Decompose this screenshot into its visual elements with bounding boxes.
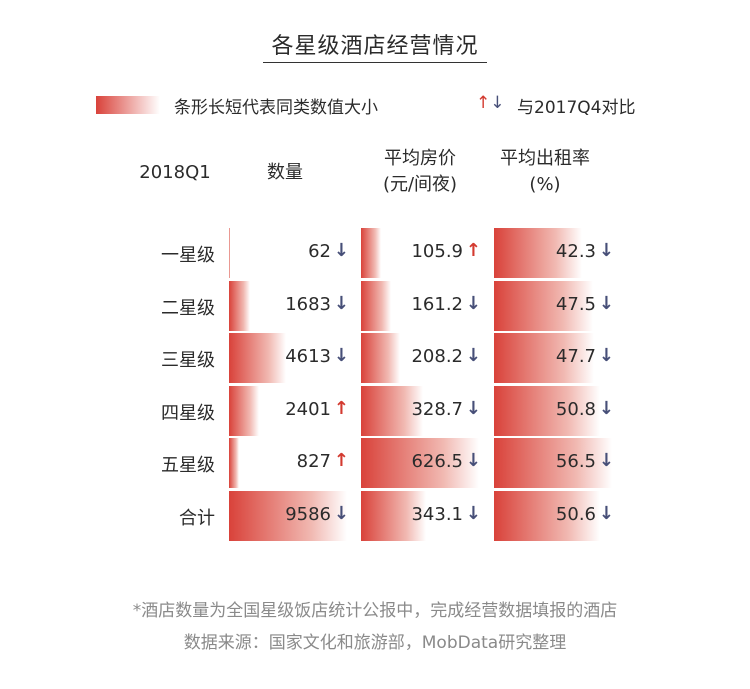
bar-price: [361, 228, 381, 278]
arrow-down-icon: ↓: [598, 450, 614, 471]
bar-occ: [494, 438, 612, 488]
value-price: 105.9: [411, 241, 463, 262]
row-label: 四星级: [161, 402, 215, 424]
value-occ: 47.5: [555, 293, 596, 315]
arrow-down-icon: ↓: [465, 450, 481, 471]
legend-bar-text: 条形长短代表同类数值大小: [174, 98, 378, 118]
cell-price: 105.9 ↑: [361, 228, 483, 278]
row-label: 二星级: [161, 297, 215, 319]
arrow-down-icon: ↓: [598, 502, 614, 524]
legend-gradient-swatch: [96, 96, 160, 114]
bar-price: [361, 385, 423, 436]
chart-title: 各星级酒店经营情况: [271, 34, 479, 59]
cell-count: 1683 ↓: [229, 280, 351, 331]
row-label: 三星级: [161, 350, 215, 371]
value-price: 343.1: [411, 503, 463, 525]
cell-price: 343.1 ↓: [361, 490, 483, 541]
value-price: 328.7: [411, 398, 463, 420]
value-price: 208.2: [411, 346, 463, 367]
header-occ-line1: 平均出租率: [500, 148, 590, 169]
cell-price: 161.2 ↓: [361, 280, 483, 331]
bar-occ: [494, 385, 601, 436]
value-occ: 50.6: [555, 503, 596, 525]
value-count: 4613: [285, 346, 331, 367]
bar-count: [229, 438, 240, 488]
arrow-up-icon: ↑: [333, 397, 349, 419]
bar-occ: [494, 333, 594, 383]
row-label: 一星级: [161, 245, 215, 266]
arrow-down-icon: ↓: [465, 292, 481, 314]
data-source: 数据来源：国家文化和旅游部，MobData研究整理: [183, 633, 567, 653]
bar-price: [361, 438, 479, 488]
cell-count: 827 ↑: [229, 438, 351, 488]
cell-count: 9586 ↓: [229, 490, 351, 541]
legend-compare-text: 与2017Q4对比: [517, 98, 636, 118]
arrow-down-icon: ↓: [598, 397, 614, 419]
header-occupancy: 平均出租率 (%): [485, 146, 605, 198]
value-occ: 56.5: [555, 451, 596, 472]
value-price: 626.5: [411, 451, 463, 472]
cell-count: 4613 ↓: [229, 333, 351, 383]
bar-count: [229, 280, 250, 331]
cell-price: 626.5 ↓: [361, 438, 483, 488]
title-underline: [263, 62, 487, 63]
cell-occ: 42.3 ↓: [494, 228, 616, 278]
row-label: 五星级: [161, 455, 215, 476]
value-occ: 47.7: [555, 346, 596, 367]
cell-occ: 50.8 ↓: [494, 385, 616, 436]
arrow-down-icon: ↓: [465, 502, 481, 524]
bar-count: [229, 228, 230, 278]
header-count: 数量: [267, 162, 303, 183]
cell-price: 208.2 ↓: [361, 333, 483, 383]
footnote: *酒店数量为全国星级饭店统计公报中，完成经营数据填报的酒店: [132, 601, 618, 621]
bar-count: [229, 490, 347, 541]
value-count: 2401: [285, 398, 331, 420]
bar-occ: [494, 228, 583, 278]
arrow-down-icon: ↓: [333, 345, 349, 366]
cell-occ: 50.6 ↓: [494, 490, 616, 541]
arrow-down-icon: ↓: [465, 397, 481, 419]
value-count: 9586: [285, 503, 331, 525]
value-occ: 42.3: [555, 241, 596, 262]
bar-occ: [494, 280, 594, 331]
arrow-down-icon: ↓: [333, 502, 349, 524]
header-occ-line2: (%): [529, 174, 561, 195]
value-count: 827: [296, 451, 331, 472]
arrow-up-icon: ↑: [465, 240, 481, 261]
arrow-down-icon: ↓: [333, 292, 349, 314]
value-count: 62: [308, 241, 331, 262]
header-price: 平均房价 (元/间夜): [360, 146, 480, 198]
arrow-down-icon: ↓: [465, 345, 481, 366]
cell-price: 328.7 ↓: [361, 385, 483, 436]
value-count: 1683: [285, 293, 331, 315]
bar-price: [361, 333, 401, 383]
arrow-down-icon: ↓: [598, 240, 614, 261]
arrow-down-icon: ↓: [598, 345, 614, 366]
cell-occ: 47.7 ↓: [494, 333, 616, 383]
cell-occ: 47.5 ↓: [494, 280, 616, 331]
arrow-down-icon: ↓: [598, 292, 614, 314]
cell-count: 62 ↓: [229, 228, 351, 278]
legend: 条形长短代表同类数值大小 ↑↓ 与2017Q4对比: [0, 90, 750, 120]
legend-arrows-icon: ↑↓: [476, 93, 505, 113]
arrow-down-icon: ↓: [333, 240, 349, 261]
bar-count: [229, 333, 286, 383]
bar-price: [361, 490, 426, 541]
cell-count: 2401 ↑: [229, 385, 351, 436]
row-label: 合计: [179, 507, 215, 529]
header-price-line2: (元/间夜): [382, 174, 458, 195]
bar-price: [361, 280, 392, 331]
arrow-up-icon: ↑: [333, 450, 349, 471]
value-price: 161.2: [411, 293, 463, 315]
header-period: 2018Q1: [139, 162, 211, 183]
header-price-line1: 平均房价: [384, 148, 456, 169]
bar-occ: [494, 490, 600, 541]
cell-occ: 56.5 ↓: [494, 438, 616, 488]
bar-count: [229, 385, 259, 436]
value-occ: 50.8: [555, 398, 596, 420]
